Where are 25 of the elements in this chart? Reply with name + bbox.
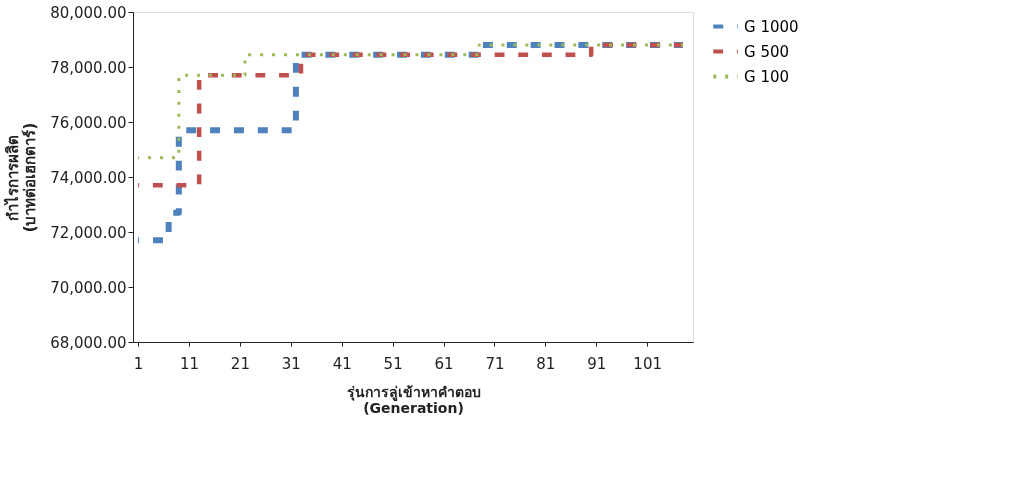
text: กำไรการผลิต (4, 134, 23, 221)
legend-label: G 100 (744, 67, 790, 86)
x-tick-label: 81 (536, 354, 556, 373)
legend-label: G 500 (744, 42, 790, 61)
legend-label: G 1000 (744, 17, 799, 36)
y-tick-label: 70,000.00 (50, 278, 127, 297)
y-tick-label: 78,000.00 (50, 58, 127, 77)
y-tick-label: 72,000.00 (50, 223, 127, 242)
y-tick-label: 74,000.00 (50, 168, 127, 187)
x-tick-label: 11 (179, 354, 200, 373)
x-tick-label: 91 (587, 354, 607, 373)
text: รุ่นการลู่เข้าหาคำตอบ (346, 383, 481, 400)
x-tick-label: 1 (133, 354, 144, 373)
x-tick-label: 21 (230, 354, 250, 373)
text: (บาทต่อเฮกตาร์) (21, 122, 40, 233)
x-tick-label: 51 (383, 354, 403, 373)
y-tick-label: 80,000.00 (50, 3, 127, 22)
x-tick-label: 61 (434, 354, 454, 373)
x-tick-label: 101 (633, 354, 662, 373)
text: (Generation) (363, 399, 464, 416)
y-tick-label: 76,000.00 (50, 113, 127, 132)
x-tick-label: 41 (332, 354, 352, 373)
x-tick-label: 31 (281, 354, 301, 373)
x-tick-label: 71 (485, 354, 505, 373)
y-tick-label: 68,000.00 (50, 333, 127, 352)
